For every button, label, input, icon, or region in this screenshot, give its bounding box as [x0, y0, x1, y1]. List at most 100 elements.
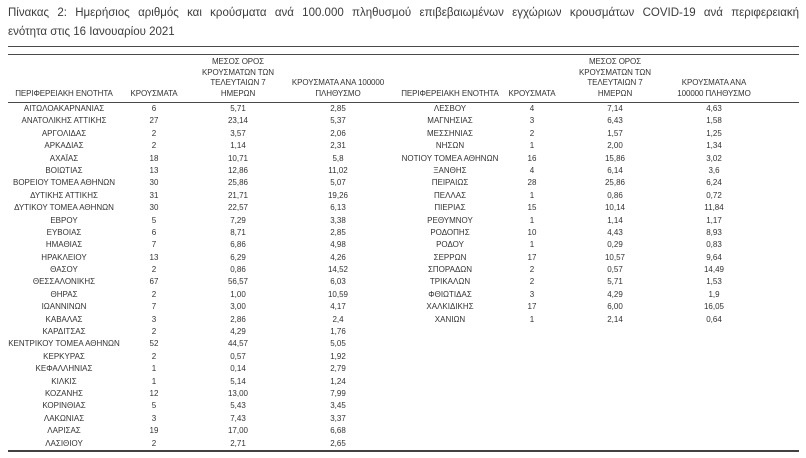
right-margin-cell	[760, 351, 799, 363]
left-cases-cell: 3	[151, 413, 157, 423]
right-margin-cell	[760, 400, 799, 412]
left-cases-cell: 2	[151, 265, 157, 275]
right-cases-cell	[502, 388, 562, 400]
left-region-name-cell: ΑΝΑΤΟΛΙΚΗΣ ΑΤΤΙΚΗΣ	[21, 116, 107, 126]
right-cases-cell: 16	[527, 153, 537, 163]
left-region-name-cell: ΒΟΙΩΤΙΑΣ	[45, 165, 83, 175]
left-per100k-cell: 11,02	[328, 165, 348, 175]
right-cases-cell: 1	[529, 190, 535, 200]
left-per100k-cell: 1,92	[330, 351, 346, 361]
left-cases-cell: 67	[149, 277, 159, 287]
left-cases-cell: 52	[149, 339, 159, 349]
right-margin-cell	[760, 165, 799, 177]
right-cases-cell: 1	[529, 215, 535, 225]
left-avg7-cell: 5,43	[230, 401, 246, 411]
right-avg7-cell: 2,00	[607, 141, 623, 151]
right-cases-cell: 2	[529, 277, 535, 287]
left-per100k-cell: 4,98	[330, 240, 346, 250]
right-region-name-cell: ΤΡΙΚΑΛΩΝ	[429, 277, 471, 287]
right-per100k-cell: 1,53	[706, 277, 722, 287]
left-region-name-cell: ΗΜΑΘΙΑΣ	[45, 240, 83, 250]
right-per100k-cell	[668, 363, 760, 375]
left-per100k-cell: 6,03	[330, 277, 346, 287]
right-margin-cell	[760, 215, 799, 227]
left-region-name-cell: ΘΕΣΣΑΛΟΝΙΚΗΣ	[32, 277, 96, 287]
right-per100k-cell: 14,49	[703, 265, 725, 275]
left-avg7-cell: 56,57	[227, 277, 249, 287]
right-per100k-cell: 9,64	[706, 252, 722, 262]
right-avg7-cell	[562, 363, 668, 375]
left-avg7-cell: 10,71	[227, 153, 249, 163]
left-region-name-cell: ΕΒΡΟΥ	[50, 215, 78, 225]
left-avg7-cell: 1,00	[230, 289, 246, 299]
right-region-name-cell	[398, 413, 502, 425]
right-avg7-cell	[562, 400, 668, 412]
left-region-name-cell: ΚΙΛΚΙΣ	[51, 376, 77, 386]
right-margin-cell	[760, 252, 799, 264]
right-per100k-cell: 0,83	[706, 240, 722, 250]
right-margin-cell	[760, 438, 799, 450]
left-per100k-cell: 2,65	[330, 438, 346, 448]
column-gap-cell	[388, 165, 398, 177]
left-region-name-cell: ΔΥΤΙΚΟΥ ΤΟΜΕΑ ΑΘΗΝΩΝ	[14, 203, 114, 213]
right-header-region: ΠΕΡΙΦΕΡΕΙΑΚΗ ΕΝΟΤΗΤΑ	[398, 55, 502, 103]
left-region-name-cell: ΛΑΡΙΣΑΣ	[47, 426, 81, 436]
left-cases-cell: 2	[151, 289, 157, 299]
right-cases-cell: 4	[529, 165, 535, 175]
right-region-name-cell	[398, 351, 502, 363]
column-gap-cell	[388, 128, 398, 140]
right-region-name-cell: ΡΕΘΥΜΝΟΥ	[427, 215, 473, 225]
column-gap-cell	[388, 400, 398, 412]
left-cases-cell: 3	[151, 314, 157, 324]
left-per100k-cell: 2,4	[332, 314, 344, 324]
right-per100k-cell	[668, 425, 760, 437]
left-per100k-cell: 2,85	[330, 227, 346, 237]
right-region-name-cell: ΠΙΕΡΙΑΣ	[434, 203, 466, 213]
right-cases-cell: 2	[529, 265, 535, 275]
right-avg7-cell: 4,43	[607, 227, 623, 237]
left-cases-cell: 6	[151, 104, 157, 113]
right-cases-cell: 1	[529, 141, 535, 151]
column-gap-cell	[388, 177, 398, 189]
left-cases-cell: 27	[149, 116, 159, 126]
right-per100k-cell: 1,25	[706, 128, 722, 138]
left-region-name-cell: ΔΥΤΙΚΗΣ ΑΤΤΙΚΗΣ	[30, 190, 98, 200]
right-per100k-cell	[668, 338, 760, 350]
left-avg7-cell: 12,86	[227, 165, 249, 175]
column-gap-cell	[388, 351, 398, 363]
left-avg7-cell: 13,00	[227, 388, 249, 398]
right-margin-cell	[760, 326, 799, 338]
right-region-name-cell: ΧΑΝΙΩΝ	[434, 314, 466, 324]
left-avg7-cell: 6,29	[230, 252, 246, 262]
left-header-per100k: ΚΡΟΥΣΜΑΤΑ ΑΝΑ 100000 ΠΛΗΘΥΣΜΟ	[288, 55, 388, 103]
left-cases-cell: 5	[151, 215, 157, 225]
right-region-name-cell: ΠΕΛΛΑΣ	[433, 190, 467, 200]
left-per100k-cell: 2,06	[330, 128, 346, 138]
right-per100k-cell: 1,58	[706, 116, 722, 126]
right-avg7-cell: 0,57	[607, 265, 623, 275]
left-region-name-cell: ΒΟΡΕΙΟΥ ΤΟΜΕΑ ΑΘΗΝΩΝ	[12, 178, 116, 188]
left-avg7-cell: 0,86	[230, 265, 246, 275]
column-gap-cell	[388, 140, 398, 152]
right-avg7-cell: 1,57	[607, 128, 623, 138]
right-avg7-cell: 0,29	[607, 240, 623, 250]
right-avg7-cell: 6,43	[607, 116, 623, 126]
left-cases-cell: 5	[151, 401, 157, 411]
horizontal-rule-top-1	[8, 46, 799, 47]
left-region-name-cell: ΚΟΡΙΝΘΙΑΣ	[42, 401, 86, 411]
left-avg7-cell: 4,29	[230, 327, 246, 337]
left-per100k-cell: 6,13	[330, 203, 346, 213]
right-cases-cell	[502, 413, 562, 425]
left-avg7-cell: 7,29	[230, 215, 246, 225]
right-avg7-cell: 25,86	[604, 178, 626, 188]
right-per100k-cell: 3,02	[706, 153, 722, 163]
right-margin-cell	[760, 153, 799, 165]
right-avg7-cell: 7,14	[607, 104, 623, 113]
right-avg7-cell	[562, 338, 668, 350]
right-cases-cell: 15	[527, 203, 537, 213]
left-cases-cell: 19	[149, 426, 159, 436]
column-gap-cell	[388, 363, 398, 375]
column-gap-cell	[388, 388, 398, 400]
left-avg7-cell: 8,71	[230, 227, 246, 237]
